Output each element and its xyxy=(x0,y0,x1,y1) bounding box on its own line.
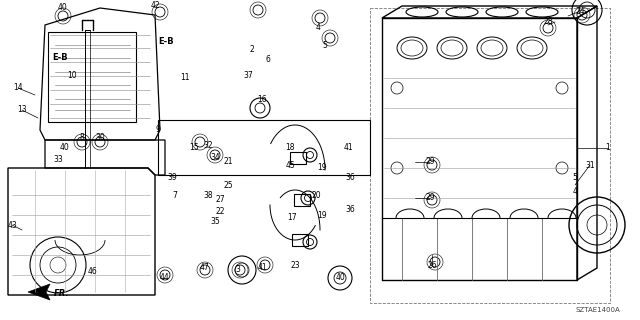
Text: 30: 30 xyxy=(95,133,105,142)
Text: 40: 40 xyxy=(58,4,68,12)
Text: 40: 40 xyxy=(60,143,70,153)
Text: 5: 5 xyxy=(573,173,577,182)
Text: 17: 17 xyxy=(287,213,297,222)
Text: 5: 5 xyxy=(323,41,328,50)
Text: 27: 27 xyxy=(215,196,225,204)
Text: 3: 3 xyxy=(236,266,241,275)
Text: E-B: E-B xyxy=(52,53,68,62)
Text: 36: 36 xyxy=(345,173,355,182)
Text: 26: 26 xyxy=(427,260,437,269)
Text: 25: 25 xyxy=(223,180,233,189)
Text: 19: 19 xyxy=(317,164,327,172)
Text: 13: 13 xyxy=(17,106,27,115)
Text: 33: 33 xyxy=(53,156,63,164)
Bar xyxy=(370,8,610,303)
Text: 14: 14 xyxy=(13,84,23,92)
Bar xyxy=(294,194,310,206)
Text: 23: 23 xyxy=(290,260,300,269)
Text: 45: 45 xyxy=(285,161,295,170)
Text: 2: 2 xyxy=(250,45,254,54)
Text: FR.: FR. xyxy=(54,290,70,299)
Text: 24: 24 xyxy=(575,7,585,17)
Text: 40: 40 xyxy=(335,274,345,283)
Text: 18: 18 xyxy=(285,143,295,153)
Text: 7: 7 xyxy=(173,190,177,199)
Text: 43: 43 xyxy=(7,220,17,229)
Text: 46: 46 xyxy=(87,268,97,276)
Bar xyxy=(48,32,136,122)
Bar xyxy=(292,234,308,246)
Bar xyxy=(290,152,306,164)
Text: 29: 29 xyxy=(425,157,435,166)
Text: 38: 38 xyxy=(203,190,213,199)
Text: 22: 22 xyxy=(215,207,225,217)
Text: 37: 37 xyxy=(243,70,253,79)
Text: E-B: E-B xyxy=(158,37,174,46)
Text: 41: 41 xyxy=(343,143,353,153)
Text: 11: 11 xyxy=(180,74,189,83)
Text: 4: 4 xyxy=(316,23,321,33)
Text: 20: 20 xyxy=(311,190,321,199)
Text: 29: 29 xyxy=(425,194,435,203)
Polygon shape xyxy=(28,284,50,300)
Text: 39: 39 xyxy=(167,173,177,182)
Text: 35: 35 xyxy=(210,218,220,227)
Text: 21: 21 xyxy=(223,157,233,166)
Text: 16: 16 xyxy=(257,95,267,105)
Text: 8: 8 xyxy=(79,133,84,142)
Text: 6: 6 xyxy=(266,55,271,65)
Text: 34: 34 xyxy=(210,154,220,163)
Text: 15: 15 xyxy=(189,143,199,153)
Text: 36: 36 xyxy=(345,205,355,214)
Text: 10: 10 xyxy=(67,70,77,79)
Text: 47: 47 xyxy=(200,263,210,273)
Text: 42: 42 xyxy=(150,1,160,10)
Text: 32: 32 xyxy=(203,140,213,149)
Text: 9: 9 xyxy=(156,125,161,134)
Text: 41: 41 xyxy=(257,263,267,273)
Text: 19: 19 xyxy=(317,211,327,220)
Text: 31: 31 xyxy=(585,161,595,170)
Text: 1: 1 xyxy=(605,143,611,153)
Text: 28: 28 xyxy=(543,18,553,27)
Text: 4: 4 xyxy=(573,188,577,196)
Text: 44: 44 xyxy=(160,274,170,283)
Text: SZTAE1400A: SZTAE1400A xyxy=(575,307,620,313)
